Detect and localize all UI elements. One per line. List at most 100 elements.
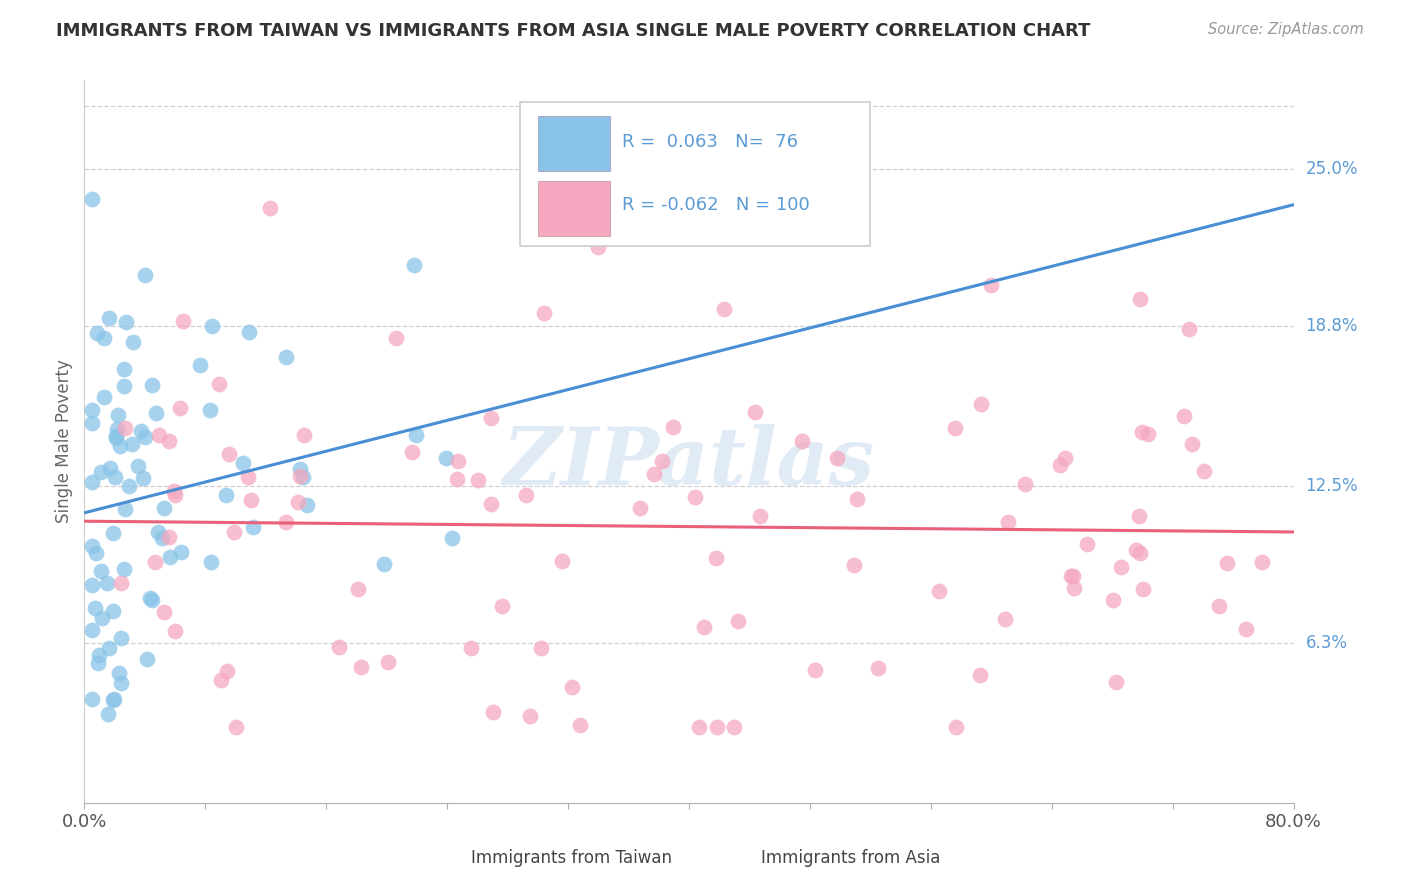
Point [943,421,966,435]
Point [693,620,716,634]
Point [118,479,141,493]
Point [215,488,238,502]
Point [347,582,370,596]
Point [209,673,232,687]
Point [114,420,136,434]
Point [481,706,503,720]
Point [134,430,156,444]
Point [112,379,135,393]
Point [80,475,103,489]
Point [288,462,311,476]
Point [295,498,318,512]
Point [86,326,108,340]
Point [377,655,399,669]
Point [132,471,155,485]
Point [292,427,315,442]
FancyBboxPatch shape [538,116,610,170]
Point [969,668,991,682]
Point [1125,543,1147,558]
Point [727,614,749,628]
Point [1076,537,1098,551]
Point [683,490,706,504]
Point [1208,599,1230,613]
Text: R = -0.062   N = 100: R = -0.062 N = 100 [623,195,810,213]
Point [287,495,309,509]
Point [107,666,129,681]
Point [141,378,163,392]
Point [98,310,121,325]
Point [994,612,1017,626]
Point [163,624,186,639]
Point [1234,623,1257,637]
Point [80,192,103,206]
Point [825,450,848,465]
Point [744,405,766,419]
Point [134,268,156,282]
Point [80,578,103,592]
Point [970,397,993,411]
Point [169,545,191,559]
Point [110,576,132,591]
Point [1178,322,1201,336]
Point [928,583,950,598]
Point [225,720,247,734]
Point [945,720,967,734]
Point [551,554,574,568]
Point [1129,546,1152,560]
Point [98,461,121,475]
Point [1111,559,1133,574]
Point [238,325,260,339]
Point [242,520,264,534]
Point [688,720,710,734]
Point [401,445,423,459]
Point [533,306,555,320]
Point [1136,426,1159,441]
Point [188,358,211,372]
Point [530,641,553,656]
FancyBboxPatch shape [520,102,870,246]
Point [491,599,513,613]
Point [643,467,665,481]
Point [159,550,181,565]
Point [1063,582,1085,596]
Point [1053,450,1076,465]
Point [385,331,408,345]
Point [980,277,1002,292]
Point [661,419,683,434]
Text: 18.8%: 18.8% [1306,318,1358,335]
Point [460,640,482,655]
Point [103,692,125,706]
Point [1128,508,1150,523]
Point [373,557,395,571]
Point [997,516,1019,530]
Text: Immigrants from Taiwan: Immigrants from Taiwan [471,849,672,867]
Point [163,483,186,498]
Point [704,551,727,566]
Point [239,492,262,507]
Point [104,470,127,484]
Point [569,718,592,732]
Point [1060,569,1083,583]
Point [157,530,180,544]
Point [141,593,163,607]
Text: IMMIGRANTS FROM TAIWAN VS IMMIGRANTS FROM ASIA SINGLE MALE POVERTY CORRELATION C: IMMIGRANTS FROM TAIWAN VS IMMIGRANTS FRO… [56,22,1091,40]
Point [1062,569,1084,583]
Text: R =  0.063   N=  76: R = 0.063 N= 76 [623,133,799,151]
Point [1130,425,1153,439]
Text: Immigrants from Asia: Immigrants from Asia [762,849,941,867]
Point [105,429,128,443]
Point [145,406,167,420]
Point [93,390,115,404]
Point [1181,437,1204,451]
Point [588,240,610,254]
Point [91,610,114,624]
Point [651,454,673,468]
Point [440,531,463,545]
Point [208,377,231,392]
Point [108,439,131,453]
Point [97,707,120,722]
Point [519,709,541,723]
Text: 12.5%: 12.5% [1306,477,1358,495]
Point [259,201,281,215]
Y-axis label: Single Male Poverty: Single Male Poverty [55,359,73,524]
